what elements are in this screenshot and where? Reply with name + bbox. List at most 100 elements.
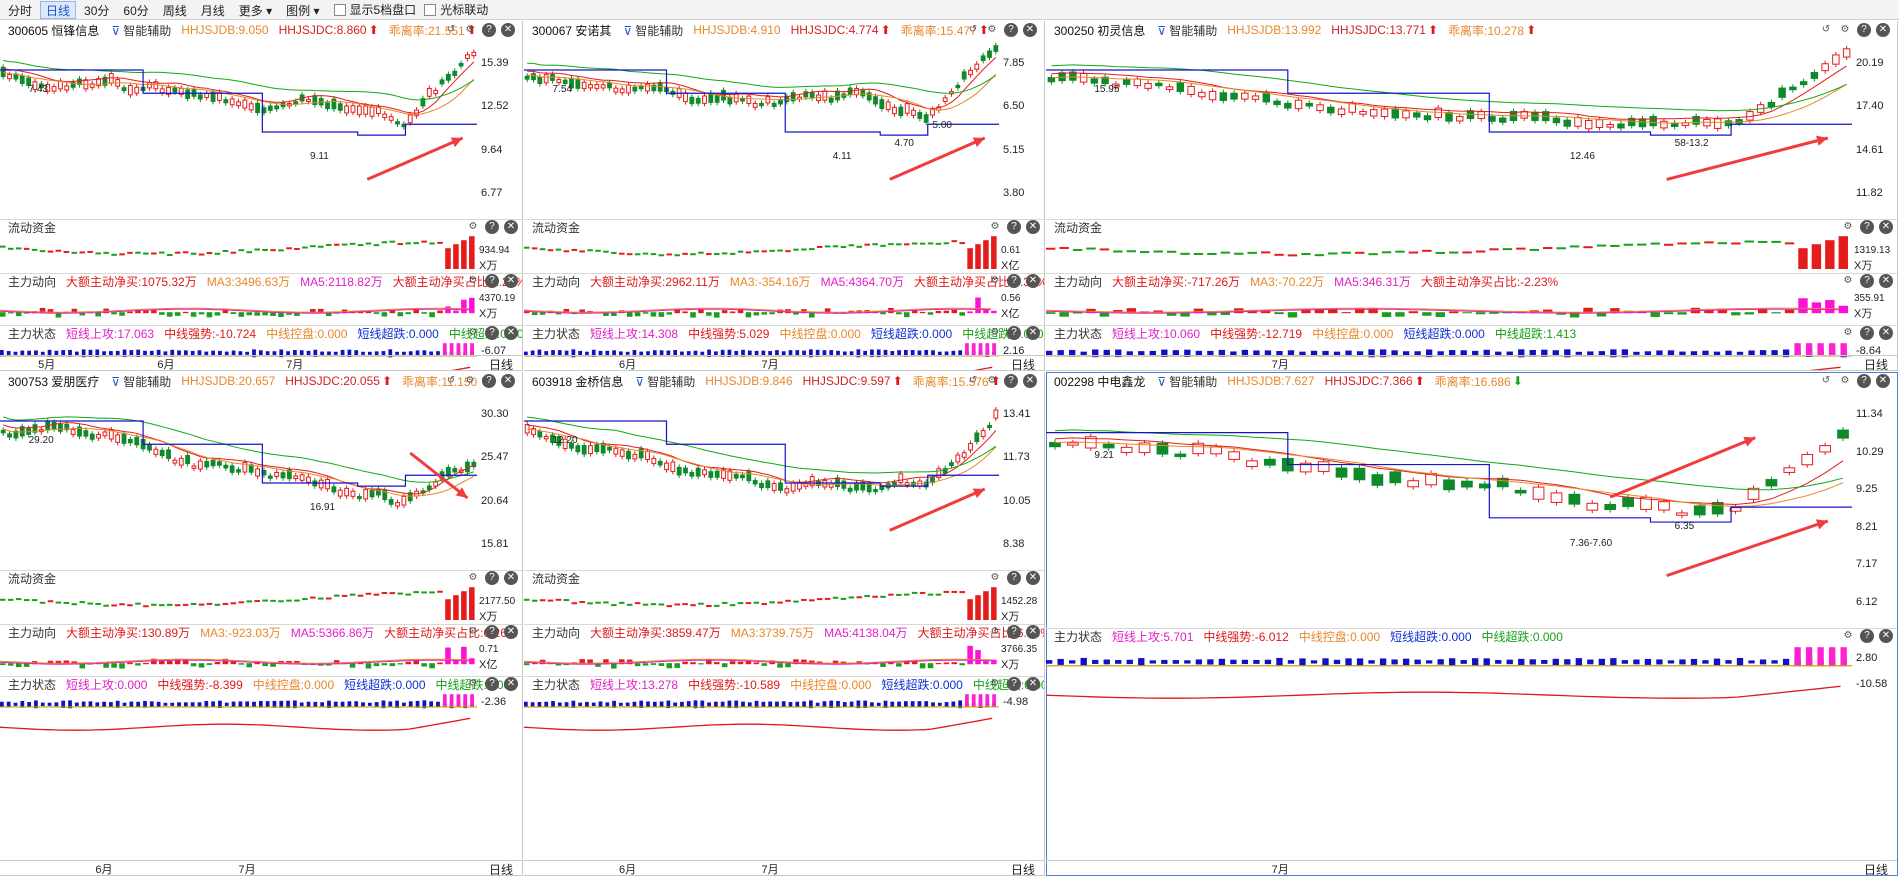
help-icon[interactable]: ? <box>1007 220 1021 234</box>
help-icon[interactable]: ? <box>1857 374 1871 388</box>
candlestick-chart[interactable] <box>0 390 477 570</box>
help-icon[interactable]: ? <box>1007 571 1021 585</box>
settings-icon[interactable]: ⚙ <box>1843 327 1853 338</box>
settings-icon[interactable]: ⚙ <box>1840 375 1850 386</box>
refresh-icon[interactable]: ↺ <box>968 375 978 386</box>
close-icon[interactable]: ✕ <box>504 220 518 234</box>
stock-panel-4[interactable]: 603918 金桥信息 ⊽ 智能辅助 HHJSJDB:9.846 HHJSJDC:9.5… <box>524 372 1045 876</box>
smart-assist-toggle[interactable]: ⊽ 智能辅助 <box>635 373 695 390</box>
smart-assist-toggle[interactable]: ⊽ 智能辅助 <box>111 373 171 390</box>
stock-code-name[interactable]: 300250 初灵信息 <box>1054 23 1146 38</box>
help-icon[interactable]: ? <box>482 374 496 388</box>
help-icon[interactable]: ? <box>1857 23 1871 37</box>
main-flow-chart[interactable] <box>0 287 477 323</box>
settings-icon[interactable]: ⚙ <box>1843 630 1853 641</box>
close-icon[interactable]: ✕ <box>501 374 515 388</box>
help-icon[interactable]: ? <box>1860 326 1874 340</box>
settings-icon[interactable]: ⚙ <box>468 626 478 637</box>
close-icon[interactable]: ✕ <box>1879 274 1893 288</box>
close-icon[interactable]: ✕ <box>1026 677 1040 691</box>
refresh-icon[interactable]: ↺ <box>968 24 978 35</box>
main-state-chart[interactable] <box>0 692 477 736</box>
help-icon[interactable]: ? <box>1007 274 1021 288</box>
settings-icon[interactable]: ⚙ <box>987 24 997 35</box>
refresh-icon[interactable]: ↺ <box>446 375 456 386</box>
settings-icon[interactable]: ⚙ <box>465 375 475 386</box>
help-icon[interactable]: ? <box>1007 625 1021 639</box>
help-icon[interactable]: ? <box>485 274 499 288</box>
stock-code-name[interactable]: 002298 中电鑫龙 <box>1054 374 1146 389</box>
close-icon[interactable]: ✕ <box>1879 326 1893 340</box>
close-icon[interactable]: ✕ <box>504 571 518 585</box>
stock-code-name[interactable]: 300753 爱朋医疗 <box>8 374 100 389</box>
main-state-chart[interactable] <box>1046 341 1852 371</box>
settings-icon[interactable]: ⚙ <box>468 572 478 583</box>
main-flow-chart[interactable] <box>0 638 477 674</box>
help-icon[interactable]: ? <box>485 571 499 585</box>
help-icon[interactable]: ? <box>1860 629 1874 643</box>
settings-icon[interactable]: ⚙ <box>990 626 1000 637</box>
candlestick-chart[interactable] <box>1046 390 1852 628</box>
close-icon[interactable]: ✕ <box>1023 374 1037 388</box>
help-icon[interactable]: ? <box>1004 23 1018 37</box>
smart-assist-toggle[interactable]: ⊽ 智能辅助 <box>623 22 683 39</box>
close-icon[interactable]: ✕ <box>504 326 518 340</box>
settings-icon[interactable]: ⚙ <box>990 572 1000 583</box>
main-flow-chart[interactable] <box>1046 287 1852 323</box>
stock-panel-3[interactable]: 300753 爱朋医疗 ⊽ 智能辅助 HHJSJDB:20.657 HHJSJDC:20… <box>0 372 523 876</box>
close-icon[interactable]: ✕ <box>504 677 518 691</box>
settings-icon[interactable]: ⚙ <box>465 24 475 35</box>
close-icon[interactable]: ✕ <box>1026 274 1040 288</box>
close-icon[interactable]: ✕ <box>504 274 518 288</box>
settings-icon[interactable]: ⚙ <box>468 678 478 689</box>
settings-icon[interactable]: ⚙ <box>990 221 1000 232</box>
stock-code-name[interactable]: 300605 恒锋信息 <box>8 23 100 38</box>
show-5-level-checkbox[interactable]: 显示5档盘口 <box>333 1 416 18</box>
close-icon[interactable]: ✕ <box>504 625 518 639</box>
cursor-link-checkbox[interactable]: 光标联动 <box>424 1 488 18</box>
help-icon[interactable]: ? <box>485 220 499 234</box>
help-icon[interactable]: ? <box>1007 677 1021 691</box>
settings-icon[interactable]: ⚙ <box>1840 24 1850 35</box>
help-icon[interactable]: ? <box>1004 374 1018 388</box>
help-icon[interactable]: ? <box>485 677 499 691</box>
main-state-chart[interactable] <box>524 692 999 736</box>
settings-icon[interactable]: ⚙ <box>1843 275 1853 286</box>
smart-assist-toggle[interactable]: ⊽ 智能辅助 <box>1157 22 1217 39</box>
candlestick-chart[interactable] <box>524 390 999 570</box>
main-state-chart[interactable] <box>1046 644 1852 708</box>
settings-icon[interactable]: ⚙ <box>468 221 478 232</box>
close-icon[interactable]: ✕ <box>1023 23 1037 37</box>
main-state-chart[interactable] <box>0 341 477 371</box>
smart-assist-toggle[interactable]: ⊽ 智能辅助 <box>1157 373 1217 390</box>
close-icon[interactable]: ✕ <box>1026 220 1040 234</box>
liquidity-chart[interactable] <box>0 584 477 624</box>
close-icon[interactable]: ✕ <box>1026 625 1040 639</box>
settings-icon[interactable]: ⚙ <box>468 275 478 286</box>
liquidity-chart[interactable] <box>1046 233 1852 273</box>
settings-icon[interactable]: ⚙ <box>990 275 1000 286</box>
help-icon[interactable]: ? <box>482 23 496 37</box>
period-tab-5[interactable]: 月线 <box>200 3 225 18</box>
candlestick-chart[interactable] <box>524 39 999 219</box>
period-tab-7[interactable]: 图例 ▾ <box>286 3 320 18</box>
settings-icon[interactable]: ⚙ <box>1843 221 1853 232</box>
stock-panel-1[interactable]: 300067 安诺其 ⊽ 智能辅助 HHJSJDB:4.910 HHJSJDC:4.77… <box>524 21 1045 371</box>
close-icon[interactable]: ✕ <box>1876 374 1890 388</box>
settings-icon[interactable]: ⚙ <box>990 678 1000 689</box>
smart-assist-toggle[interactable]: ⊽ 智能辅助 <box>111 22 171 39</box>
liquidity-chart[interactable] <box>524 233 999 273</box>
close-icon[interactable]: ✕ <box>1026 571 1040 585</box>
stock-code-name[interactable]: 603918 金桥信息 <box>532 374 624 389</box>
close-icon[interactable]: ✕ <box>501 23 515 37</box>
checkbox-box[interactable] <box>333 3 346 16</box>
help-icon[interactable]: ? <box>1860 274 1874 288</box>
candlestick-chart[interactable] <box>1046 39 1852 219</box>
period-tab-0[interactable]: 分时 <box>8 3 33 18</box>
period-tab-6[interactable]: 更多 ▾ <box>238 3 273 18</box>
period-tab-4[interactable]: 周线 <box>162 3 187 18</box>
liquidity-chart[interactable] <box>524 584 999 624</box>
refresh-icon[interactable]: ↺ <box>1821 375 1831 386</box>
period-tab-2[interactable]: 30分 <box>84 3 110 18</box>
period-tab-1[interactable]: 日线 <box>40 0 77 19</box>
